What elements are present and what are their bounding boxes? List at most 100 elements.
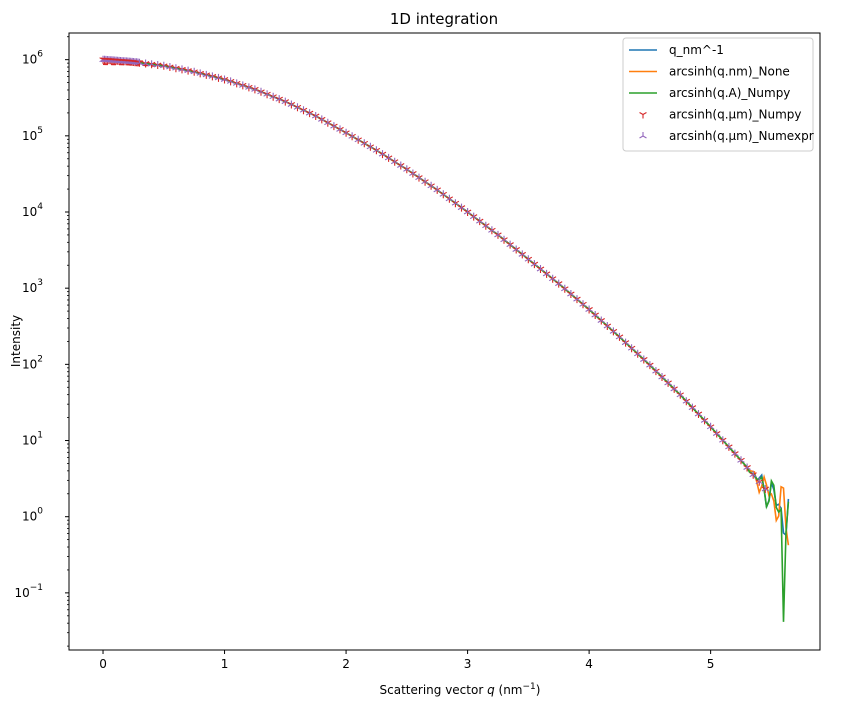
tri-down-marker	[226, 78, 235, 86]
x-axis-label: Scattering vector q (nm−1)	[380, 682, 541, 697]
tri-up-marker	[275, 95, 283, 102]
y-tick-label: 10−1	[14, 583, 43, 600]
tri-down-marker	[737, 457, 745, 465]
tri-down-marker	[676, 392, 684, 399]
legend-entry: arcsinh(q.nm)_None	[629, 65, 790, 79]
tri-up-marker	[403, 165, 411, 172]
tri-down-marker	[202, 72, 211, 79]
tri-up-marker	[573, 295, 581, 302]
series-layer	[99, 55, 790, 622]
legend-box	[622, 37, 814, 152]
tri-up-marker	[548, 274, 557, 282]
tri-down-marker	[536, 266, 545, 274]
tri-down-marker	[397, 163, 405, 170]
tri-up-marker	[190, 67, 198, 75]
y-tick-label: 101	[22, 431, 43, 448]
tri-down-marker	[263, 91, 271, 99]
tri-down-marker	[512, 247, 520, 254]
tri-down-marker	[506, 242, 514, 249]
tri-up-marker	[658, 372, 666, 380]
legend-label: arcsinh(q.nm)_None	[669, 65, 790, 79]
tri-down-marker	[372, 147, 381, 155]
tri-up-marker	[226, 77, 235, 84]
tri-up-marker	[469, 212, 478, 220]
tri-down-marker	[421, 179, 429, 186]
legend-entry: arcsinh(q.µm)_Numexpr	[639, 129, 814, 143]
x-tick-label: 2	[342, 657, 350, 671]
x-tick-label: 3	[464, 657, 472, 671]
tri-up-marker	[761, 484, 770, 492]
tri-up-marker	[172, 64, 180, 71]
tri-down-marker	[706, 424, 715, 431]
tri-up-marker	[561, 284, 569, 292]
legend-swatch	[639, 132, 647, 139]
tri-down-marker	[591, 312, 599, 320]
tri-up-marker	[688, 403, 697, 411]
tri-down-marker	[378, 151, 387, 159]
tri-down-marker	[208, 73, 217, 81]
tri-up-marker	[166, 62, 174, 70]
tri-up-marker	[451, 199, 460, 206]
tri-down-marker	[390, 159, 399, 166]
tri-down-marker	[567, 291, 575, 299]
tri-up-marker	[712, 429, 721, 436]
tri-down-marker	[445, 196, 454, 203]
tri-up-marker	[536, 264, 545, 272]
chart-title: 1D integration	[390, 10, 498, 28]
tri-up-marker	[706, 422, 715, 430]
legend-label: q_nm^-1	[669, 43, 724, 57]
tri-up-marker	[463, 207, 472, 215]
tri-down-marker	[634, 351, 642, 358]
tri-down-marker	[166, 64, 174, 72]
tri-up-marker	[196, 69, 204, 76]
tri-down-marker	[342, 130, 350, 137]
tri-down-marker	[573, 296, 581, 304]
tri-up-marker	[457, 203, 466, 211]
tri-down-marker	[743, 465, 751, 472]
tri-up-marker	[208, 72, 217, 79]
legend-label: arcsinh(q.µm)_Numexpr	[669, 129, 814, 143]
tri-up-marker	[609, 327, 618, 334]
tri-up-marker	[494, 230, 502, 238]
tri-up-marker	[542, 269, 551, 277]
tri-down-marker	[245, 84, 253, 92]
tri-down-marker	[257, 89, 265, 96]
tri-down-marker	[469, 214, 478, 221]
tri-down-marker	[415, 175, 423, 182]
tri-down-marker	[287, 102, 296, 109]
tri-down-marker	[366, 144, 375, 151]
legend-swatch	[639, 112, 647, 119]
tri-down-marker	[281, 99, 290, 106]
tri-down-marker	[305, 110, 314, 118]
tri-down-marker	[664, 380, 672, 387]
tri-up-marker	[506, 240, 514, 248]
tri-up-marker	[482, 221, 490, 229]
tri-down-marker	[652, 368, 660, 376]
tri-down-marker	[354, 137, 362, 144]
tri-down-marker	[409, 171, 417, 178]
tri-down-marker	[603, 323, 612, 331]
y-tick-label: 104	[22, 202, 43, 219]
tri-down-marker	[555, 281, 563, 288]
tri-down-marker	[731, 451, 739, 458]
y-tick-label: 103	[22, 278, 43, 295]
tri-down-marker	[172, 65, 180, 73]
tri-down-marker	[239, 82, 247, 90]
tri-up-marker	[597, 316, 605, 323]
y-tick-label: 105	[22, 126, 43, 143]
tri-up-marker	[202, 70, 211, 78]
tri-up-marker	[737, 456, 745, 463]
tri-down-marker	[524, 256, 533, 264]
tri-up-marker	[567, 289, 575, 297]
tri-down-marker	[500, 237, 508, 244]
tri-up-marker	[652, 367, 660, 374]
tri-down-marker	[275, 96, 283, 104]
tri-down-marker	[712, 431, 721, 438]
tri-down-marker	[548, 276, 557, 283]
tri-up-marker	[725, 442, 733, 450]
tri-up-marker	[476, 217, 484, 224]
tri-down-marker	[451, 200, 460, 208]
tri-down-marker	[293, 104, 302, 112]
tri-down-marker	[670, 386, 678, 393]
tri-up-marker	[676, 390, 684, 398]
